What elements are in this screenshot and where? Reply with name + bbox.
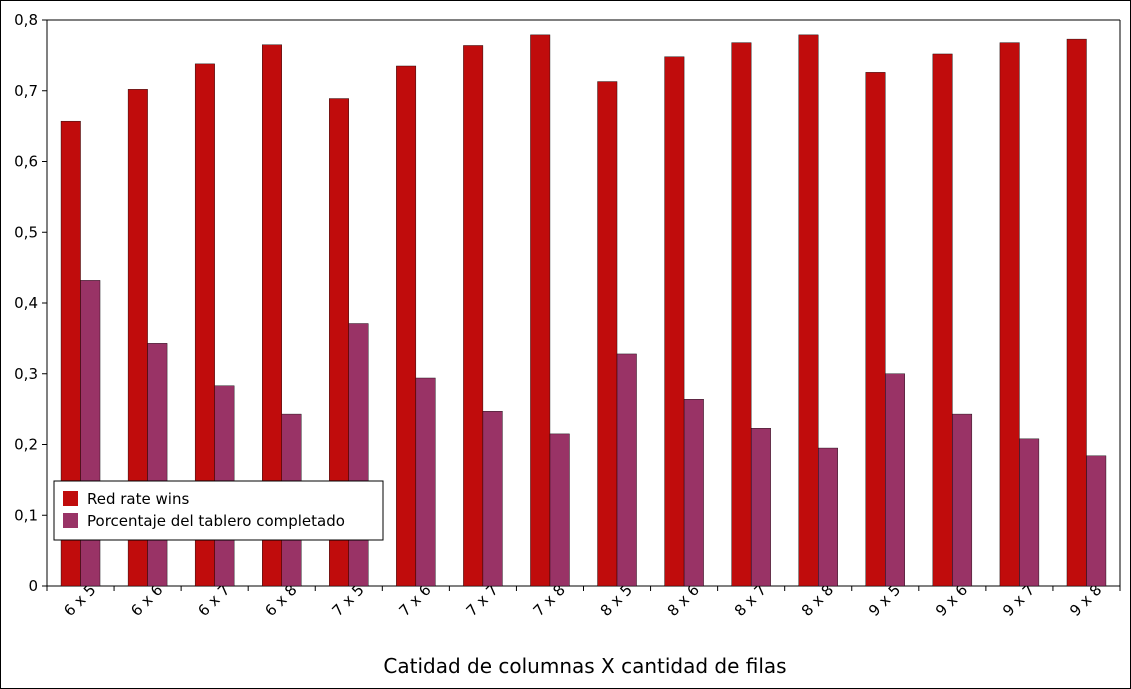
y-tick-label: 0,7 <box>14 82 38 100</box>
y-axis: 0 0,1 0,2 0,3 0,4 0,5 0,6 0,7 0,8 <box>14 11 1121 595</box>
bar-porcentaje-tablero <box>683 399 704 587</box>
x-tick-label: 9 x 5 <box>865 581 904 620</box>
y-tick-label: 0,4 <box>14 294 38 312</box>
bar-red-rate-wins <box>932 53 953 587</box>
bar-red-rate-wins <box>262 44 282 587</box>
bar-porcentaje-tablero <box>952 413 973 587</box>
bar-red-rate-wins <box>530 34 551 587</box>
bar-porcentaje-tablero <box>549 433 570 587</box>
legend: Red rate wins Porcentaje del tablero comp… <box>53 480 384 541</box>
x-tick-label: 6 x 5 <box>60 581 99 620</box>
bar-red-rate-wins <box>194 63 215 587</box>
bar-red-rate-wins <box>664 56 685 587</box>
x-tick-label: 7 x 7 <box>463 581 502 620</box>
bar-red-rate-wins <box>999 42 1020 587</box>
y-tick-label: 0,6 <box>14 153 38 171</box>
x-tick-label: 7 x 5 <box>328 581 367 620</box>
x-tick-label: 6 x 8 <box>261 581 300 620</box>
x-tick-label: 7 x 8 <box>530 581 569 620</box>
x-axis: 6 x 5 6 x 6 6 x 7 6 x 8 7 x 5 7 x 6 7 x 7 7 x 8… <box>46 581 1121 620</box>
x-tick-label: 8 x 5 <box>597 581 636 620</box>
x-tick-label: 8 x 6 <box>664 581 703 620</box>
bar-porcentaje-tablero <box>147 343 168 587</box>
bar-porcentaje-tablero <box>415 377 436 587</box>
bar-red-rate-wins <box>865 72 886 587</box>
y-tick-label: 0,2 <box>14 436 38 454</box>
bar-red-rate-wins <box>463 45 484 587</box>
legend-label: Red rate wins <box>87 490 189 508</box>
legend-swatch <box>63 491 78 506</box>
y-tick-label: 0,1 <box>14 506 38 524</box>
bar-porcentaje-tablero <box>818 447 838 587</box>
bar-porcentaje-tablero <box>482 411 503 587</box>
bar-porcentaje-tablero <box>750 428 771 587</box>
bar-porcentaje-tablero <box>1086 455 1107 587</box>
bar-red-rate-wins <box>597 81 618 587</box>
x-tick-label: 9 x 6 <box>932 581 971 620</box>
bar-red-rate-wins <box>731 42 752 587</box>
x-tick-label: 8 x 7 <box>731 581 770 620</box>
bar-red-rate-wins <box>798 34 819 587</box>
bar-porcentaje-tablero <box>885 373 905 587</box>
y-tick-label: 0 <box>28 577 38 595</box>
x-tick-label: 8 x 8 <box>798 581 837 620</box>
y-tick-label: 0,3 <box>14 365 38 383</box>
legend-box <box>53 480 384 541</box>
x-tick-label: 6 x 6 <box>127 581 166 620</box>
legend-swatch <box>63 513 78 528</box>
x-axis-title: Catidad de columnas X cantidad de filas <box>383 654 786 678</box>
y-tick-label: 0,8 <box>14 11 38 29</box>
bar-porcentaje-tablero <box>1019 438 1040 587</box>
bar-porcentaje-tablero <box>616 353 637 587</box>
bar-red-rate-wins <box>1066 38 1087 587</box>
x-tick-label: 6 x 7 <box>194 581 233 620</box>
y-tick-label: 0,5 <box>14 223 38 241</box>
x-tick-label: 9 x 8 <box>1066 581 1105 620</box>
bar-red-rate-wins <box>396 65 417 587</box>
bar-porcentaje-tablero <box>348 323 369 587</box>
legend-label: Porcentaje del tablero completado <box>87 512 345 530</box>
x-tick-label: 9 x 7 <box>999 581 1038 620</box>
bar-red-rate-wins <box>127 89 148 587</box>
x-tick-label: 7 x 6 <box>396 581 435 620</box>
